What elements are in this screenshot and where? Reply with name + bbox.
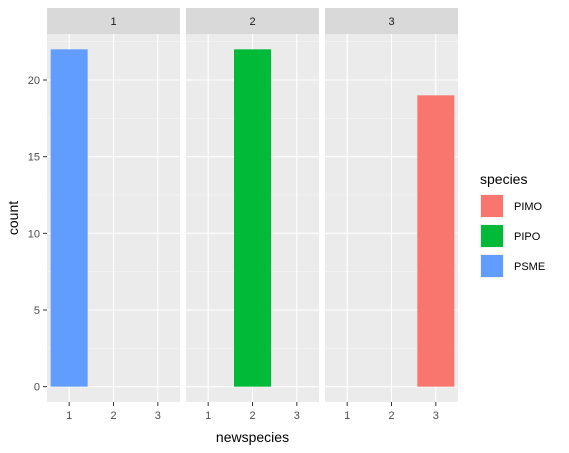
x-tick-label: 3 bbox=[294, 410, 300, 422]
y-tick-label: 15 bbox=[28, 152, 40, 164]
x-tick-label: 1 bbox=[66, 410, 72, 422]
x-tick-label: 3 bbox=[433, 410, 439, 422]
y-tick-label: 10 bbox=[28, 228, 40, 240]
x-tick-label: 2 bbox=[249, 410, 255, 422]
x-tick-label: 3 bbox=[155, 410, 161, 422]
x-tick-label: 1 bbox=[344, 410, 350, 422]
facet-strip-2 bbox=[186, 8, 319, 34]
x-axis-title: newspecies bbox=[216, 429, 289, 445]
y-axis-title: count bbox=[5, 201, 21, 235]
facet-strip-1 bbox=[47, 8, 180, 34]
x-tick-label: 2 bbox=[388, 410, 394, 422]
facet-strip-3 bbox=[325, 8, 458, 34]
x-tick-label: 1 bbox=[205, 410, 211, 422]
bar-pimo bbox=[417, 95, 455, 387]
x-tick-label: 2 bbox=[110, 410, 116, 422]
legend-label-pimo: PIMO bbox=[514, 201, 543, 213]
legend-label-psme: PSME bbox=[514, 261, 545, 273]
y-tick-label: 20 bbox=[28, 75, 40, 87]
bar-psme bbox=[50, 49, 88, 387]
legend-title: species bbox=[480, 171, 527, 187]
bar-pipo bbox=[234, 49, 271, 387]
y-tick-label: 0 bbox=[34, 382, 40, 394]
legend-swatch-psme bbox=[481, 255, 503, 277]
facet-strip-label-2: 2 bbox=[249, 16, 255, 28]
legend-swatch-pimo bbox=[481, 195, 503, 217]
facet-strip-label-3: 3 bbox=[388, 16, 394, 28]
legend-label-pipo: PIPO bbox=[514, 231, 541, 243]
facet-strip-label-1: 1 bbox=[110, 16, 116, 28]
y-tick-label: 5 bbox=[34, 305, 40, 317]
legend-swatch-pipo bbox=[481, 225, 503, 247]
